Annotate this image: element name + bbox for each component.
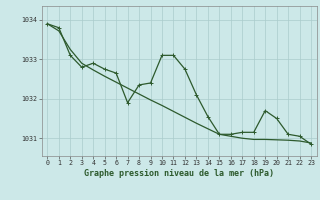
- X-axis label: Graphe pression niveau de la mer (hPa): Graphe pression niveau de la mer (hPa): [84, 169, 274, 178]
